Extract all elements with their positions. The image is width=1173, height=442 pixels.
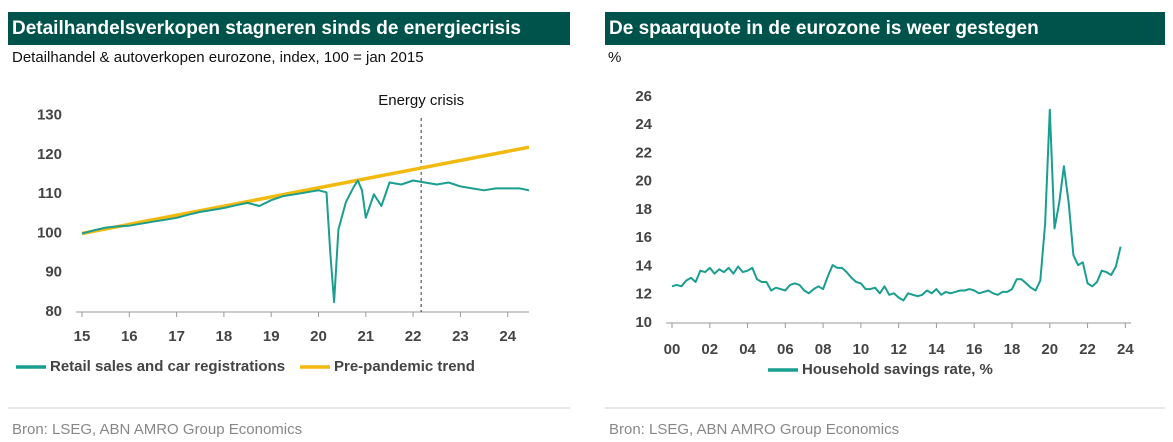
y-tick-label: 24 (635, 116, 652, 133)
y-tick-label: 16 (635, 229, 652, 246)
source: Bron: LSEG, ABN AMRO Group Economics (12, 421, 302, 438)
x-tick-label: 22 (1079, 341, 1096, 358)
x-tick-label: 22 (405, 328, 422, 345)
chart-title: De spaarquote in de eurozone is weer ges… (609, 18, 1039, 39)
x-tick-label: 04 (739, 341, 756, 358)
x-tick-label: 20 (310, 328, 327, 345)
y-axis-label: % (608, 49, 621, 66)
x-tick-label: 18 (216, 328, 233, 345)
x-tick-label: 21 (357, 328, 374, 345)
x-tick-label: 02 (701, 341, 718, 358)
x-tick-label: 17 (168, 328, 185, 345)
y-tick-label: 130 (37, 107, 62, 124)
x-tick-label: 18 (1004, 341, 1021, 358)
series-line (81, 145, 530, 236)
title-bar (605, 12, 1165, 45)
x-tick-label: 20 (1041, 341, 1058, 358)
x-tick-label: 16 (966, 341, 983, 358)
x-tick-label: 24 (499, 328, 516, 345)
chart-title: Detailhandelsverkopen stagneren sinds de… (12, 18, 521, 39)
x-tick-label: 24 (1117, 341, 1134, 358)
series-line (671, 108, 1122, 302)
title-bar (8, 12, 570, 45)
series-line (81, 179, 530, 304)
y-tick-label: 12 (635, 286, 652, 303)
y-tick-label: 14 (635, 257, 652, 274)
x-tick-label: 00 (664, 341, 681, 358)
y-tick-label: 110 (38, 185, 62, 202)
y-tick-label: 90 (45, 264, 62, 281)
legend-label: Retail sales and car registrations (50, 358, 285, 375)
x-tick-label: 16 (121, 328, 138, 345)
chart-subtitle: Detailhandel & autoverkopen eurozone, in… (12, 49, 424, 66)
x-tick-label: 19 (263, 328, 280, 345)
y-tick-label: 120 (37, 146, 62, 163)
legend-label: Household savings rate, % (802, 361, 993, 378)
x-tick-label: 23 (452, 328, 469, 345)
x-tick-label: 14 (928, 341, 945, 358)
y-tick-label: 22 (635, 144, 652, 161)
y-tick-label: 26 (635, 88, 652, 105)
y-tick-label: 18 (635, 201, 652, 218)
x-tick-label: 15 (74, 328, 91, 345)
y-tick-label: 80 (45, 303, 62, 320)
source: Bron: LSEG, ABN AMRO Group Economics (609, 421, 899, 438)
x-tick-label: 12 (890, 341, 907, 358)
annotation-label: Energy crisis (378, 92, 464, 109)
legend-label: Pre-pandemic trend (334, 358, 475, 375)
y-tick-label: 10 (635, 314, 652, 331)
x-tick-label: 06 (777, 341, 794, 358)
y-tick-label: 100 (37, 224, 62, 241)
x-tick-label: 08 (815, 341, 832, 358)
y-tick-label: 20 (635, 173, 652, 190)
x-tick-label: 10 (853, 341, 870, 358)
